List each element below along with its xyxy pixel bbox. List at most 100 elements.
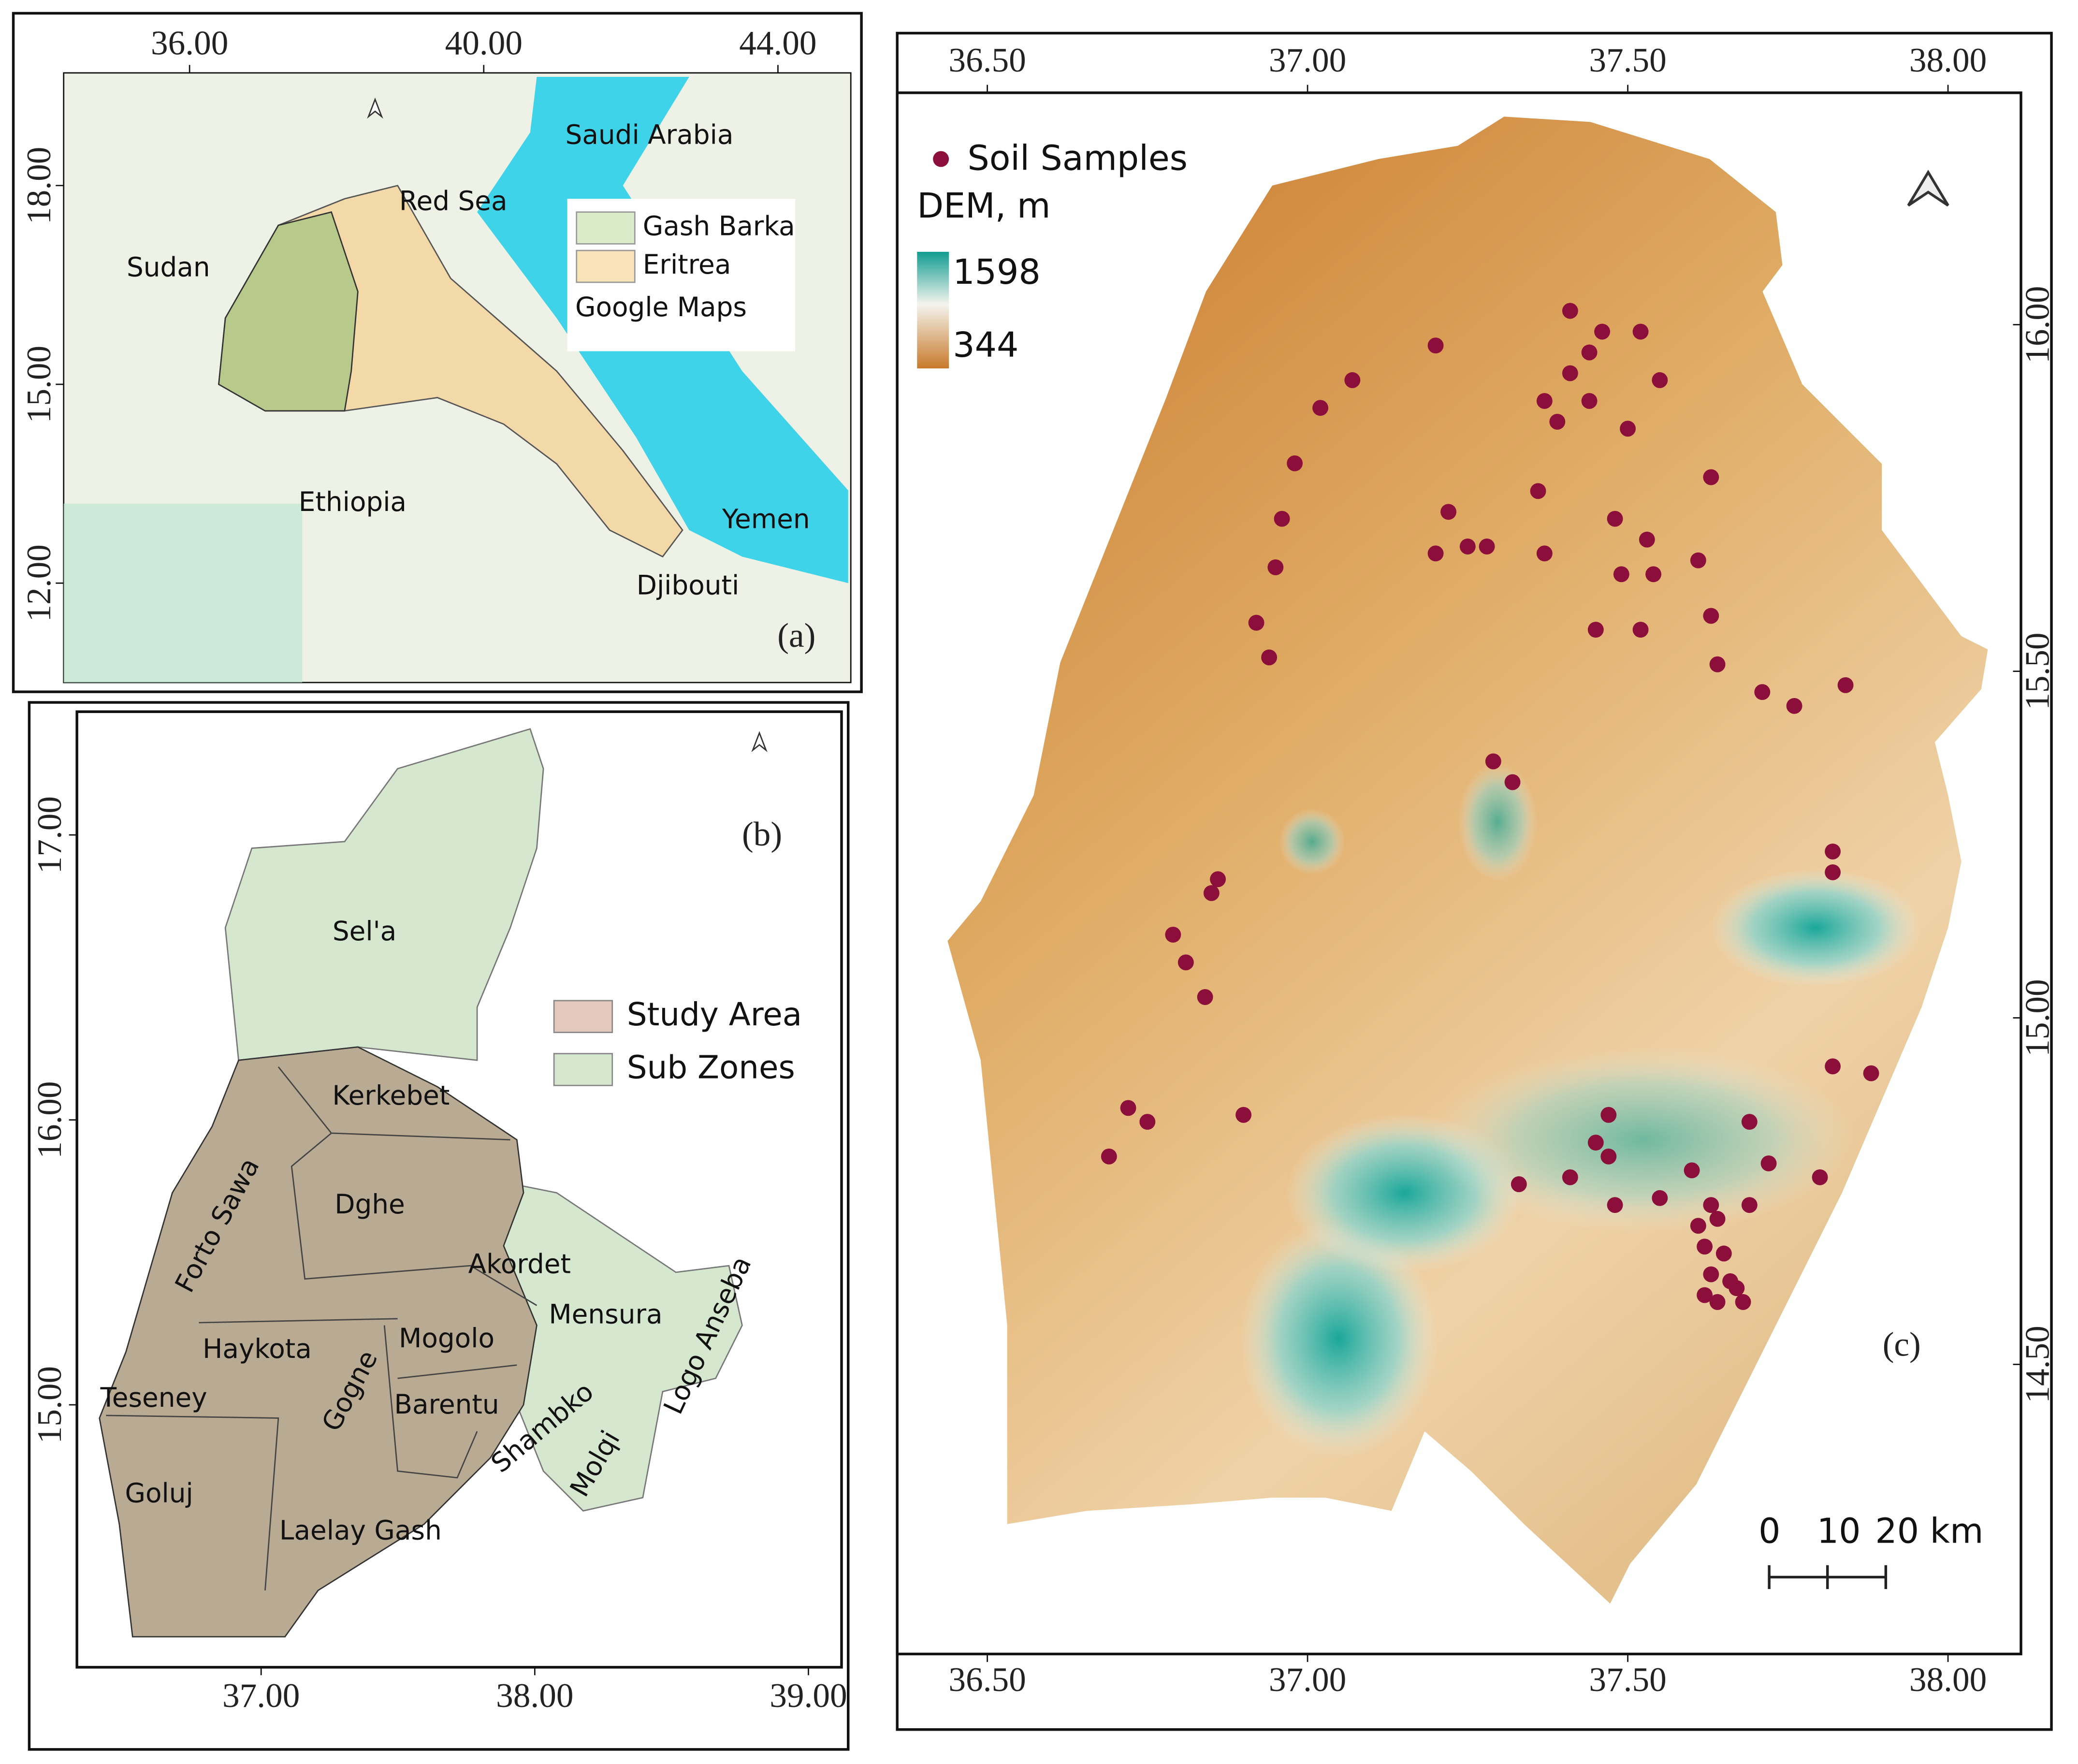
sub-zone — [224, 728, 544, 1061]
legend-marker — [933, 151, 949, 167]
zone-label: Sel'a — [333, 916, 396, 947]
legend-label: Gash Barka — [643, 211, 795, 242]
zone-label: Haykota — [203, 1333, 312, 1364]
soil-sample — [1101, 1148, 1117, 1165]
soil-sample — [1652, 1190, 1668, 1206]
soil-sample — [1697, 1287, 1713, 1303]
soil-sample — [1427, 545, 1444, 562]
soil-sample — [1479, 539, 1495, 554]
place-label: Sudan — [127, 252, 210, 283]
lat-tick-label: 18.00 — [20, 147, 58, 224]
legend-swatch — [576, 249, 636, 283]
zone-label: Mensura — [549, 1298, 662, 1329]
soil-sample — [1863, 1065, 1879, 1081]
north-arrow — [367, 97, 383, 119]
scale-label: 0 — [1758, 1511, 1780, 1551]
lat-tick-label: 15.00 — [20, 346, 58, 423]
zone-label: Mogolo — [399, 1323, 494, 1354]
soil-sample — [1741, 1114, 1758, 1130]
legend-swatch — [553, 1053, 613, 1086]
place-label: Red Sea — [399, 186, 508, 217]
soil-sample — [1703, 1266, 1719, 1283]
lat-tick-label: 15.00 — [2018, 979, 2056, 1056]
soil-sample — [1120, 1100, 1136, 1116]
lat-tick-label: 12.00 — [20, 544, 58, 622]
zone-label: Kerkebet — [332, 1080, 450, 1111]
soil-sample — [1139, 1114, 1156, 1130]
place-label: Yemen — [722, 504, 810, 535]
soil-sample — [1267, 559, 1284, 575]
soil-sample — [1197, 989, 1213, 1005]
panel-b: 37.00 38.00 39.0017.0016.0015.00KerkebetFo… — [28, 701, 850, 1751]
soil-sample — [1620, 421, 1636, 437]
panel-label: (c) — [1883, 1326, 1921, 1364]
legend-label: Eritrea — [643, 249, 731, 280]
soil-sample — [1703, 469, 1719, 485]
lon-tick-label: 38.00 — [1909, 41, 1987, 79]
lon-tick-label: 38.00 — [1909, 1661, 1987, 1699]
soil-sample — [1760, 1155, 1777, 1172]
soil-sample — [1632, 323, 1649, 340]
soil-sample — [1703, 608, 1719, 624]
lon-tick-label: 37.50 — [1589, 1661, 1666, 1699]
soil-sample — [1703, 1197, 1719, 1213]
soil-sample — [1440, 504, 1457, 520]
legend-label: Study Area — [627, 996, 802, 1033]
soil-sample — [1786, 698, 1802, 714]
soil-sample — [1587, 622, 1604, 638]
soil-sample — [1248, 614, 1264, 631]
soil-sample — [1312, 400, 1329, 416]
colorbar-min: 344 — [953, 325, 1018, 365]
panel-c: 36.50 36.50 37.00 37.00 37.50 37.50 38.00 38.00… — [896, 31, 2056, 1731]
soil-sample — [1485, 753, 1501, 770]
legend-label: Soil Samples — [967, 138, 1187, 178]
lat-tick-label: 14.50 — [2018, 1326, 2056, 1403]
soil-sample — [1825, 864, 1841, 880]
soil-sample — [1632, 622, 1649, 638]
zone-label: Goluj — [125, 1478, 193, 1509]
highland — [1457, 762, 1538, 882]
soil-sample — [1177, 954, 1194, 971]
soil-sample — [1600, 1148, 1617, 1165]
highland — [1431, 1047, 1856, 1233]
soil-sample — [1530, 483, 1546, 499]
lon-tick-label: 39.00 — [770, 1677, 847, 1715]
lat-tick-label: 15.50 — [2018, 632, 2056, 710]
soil-sample — [1274, 510, 1290, 527]
highland — [1279, 808, 1345, 875]
north-arrow — [1907, 170, 1949, 207]
zone-label: Akordet — [468, 1248, 571, 1279]
soil-sample — [1600, 1107, 1617, 1123]
soil-sample — [1587, 1135, 1604, 1151]
soil-sample — [1684, 1162, 1700, 1179]
zone-label: Teseney — [100, 1382, 207, 1413]
soil-sample — [1427, 337, 1444, 354]
soil-sample — [1344, 372, 1361, 388]
lon-tick-label: 37.00 — [222, 1677, 300, 1715]
soil-sample — [1741, 1197, 1758, 1213]
soil-sample — [1690, 552, 1706, 569]
soil-sample — [1261, 649, 1278, 666]
panel-a: 36.00 40.00 44.00 18.00 15.00 12.00 Saudi Arab… — [12, 12, 863, 693]
zone-label: Barentu — [394, 1389, 499, 1420]
lat-tick-label: 16.00 — [30, 1081, 69, 1158]
panel-frame — [12, 12, 863, 693]
soil-sample — [1837, 677, 1854, 693]
zone-boundary — [106, 1066, 538, 1590]
soil-sample — [1607, 510, 1623, 527]
soil-sample — [1511, 1176, 1527, 1193]
scale-label: 20 km — [1875, 1511, 1983, 1551]
soil-sample — [1549, 413, 1566, 430]
lon-tick-label: 44.00 — [739, 24, 816, 62]
soil-sample — [1709, 656, 1726, 672]
soil-sample — [1165, 926, 1181, 943]
place-label: Ethiopia — [299, 486, 407, 517]
lat-tick-label: 15.00 — [30, 1366, 69, 1443]
soil-sample — [1709, 1210, 1726, 1227]
soil-sample — [1645, 566, 1662, 583]
soil-sample — [1203, 885, 1220, 901]
panel-label: (b) — [742, 815, 782, 853]
study-area — [99, 1046, 538, 1638]
soil-sample — [1536, 545, 1553, 562]
